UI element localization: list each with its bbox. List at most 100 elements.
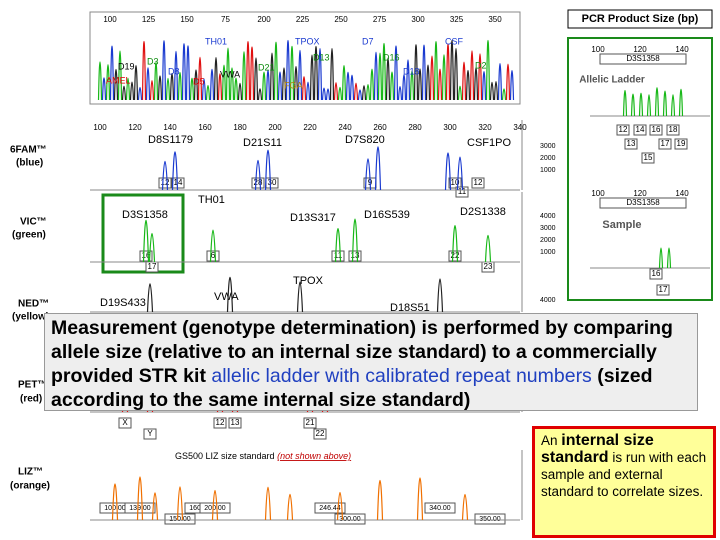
size-axis-label: 100 xyxy=(93,123,107,132)
allele-box xyxy=(666,124,680,136)
peak xyxy=(381,43,387,101)
size-axis-label: 160 xyxy=(198,123,212,132)
callout: Measurement (genotype determination) is … xyxy=(44,313,698,411)
allele-box xyxy=(448,250,462,262)
peak xyxy=(169,73,175,101)
peak xyxy=(141,41,147,101)
size-axis-label: 280 xyxy=(408,123,422,132)
allele: 16 xyxy=(142,251,151,260)
locus: CSF xyxy=(445,36,464,46)
peak xyxy=(213,57,219,101)
peak xyxy=(465,70,471,101)
dye-color: (red) xyxy=(20,394,42,405)
locus: D13 xyxy=(313,52,330,62)
ladder-label: Allelic Ladder xyxy=(579,75,645,86)
peak xyxy=(484,235,492,263)
allele: 12 xyxy=(161,178,170,187)
peak xyxy=(646,94,652,117)
allele-box xyxy=(313,428,327,440)
size-box xyxy=(334,513,366,525)
allele: 22 xyxy=(316,429,325,438)
marker: D2S1338 xyxy=(460,206,506,218)
allele: 19 xyxy=(677,139,686,148)
ladder-frame xyxy=(567,37,713,301)
peak xyxy=(456,156,464,191)
peak xyxy=(113,68,119,101)
size-axis-label: 320 xyxy=(478,123,492,132)
axis-label: 275 xyxy=(373,15,387,24)
allele: 14 xyxy=(174,178,183,187)
locus: FGA xyxy=(284,80,303,90)
size-label: 200.00 xyxy=(204,505,226,512)
size-box xyxy=(474,513,506,525)
peak xyxy=(416,477,424,521)
peak xyxy=(221,64,227,101)
peak xyxy=(151,492,159,521)
dye-name: NED™ xyxy=(18,299,49,310)
scale-label: 1000 xyxy=(540,249,556,256)
note-text: is run with each sample and external sta… xyxy=(541,450,707,499)
note-text: An xyxy=(541,433,558,448)
allele: 11 xyxy=(458,187,467,196)
size-axis-label: 220 xyxy=(303,123,317,132)
peak xyxy=(321,87,327,101)
marker: D18S51 xyxy=(390,302,430,314)
highlight-box xyxy=(101,193,185,274)
peak xyxy=(351,218,359,263)
peak xyxy=(444,152,452,191)
peak xyxy=(461,494,469,521)
axis-label: 75 xyxy=(221,15,230,24)
peak xyxy=(136,476,144,521)
peak xyxy=(237,82,243,101)
marker: D8S1179 xyxy=(148,134,193,146)
size-axis-label: 200 xyxy=(268,123,282,132)
scale-label: 3000 xyxy=(540,143,556,150)
peak xyxy=(364,158,372,191)
peak xyxy=(317,47,323,101)
allele: 12 xyxy=(216,418,225,427)
allele: Y xyxy=(147,429,153,438)
locus: AMEL xyxy=(106,75,131,85)
peak xyxy=(253,57,259,101)
peak xyxy=(453,47,459,101)
peak xyxy=(449,40,455,101)
allele: 17 xyxy=(148,262,157,271)
locus: D8 xyxy=(168,66,180,76)
peak xyxy=(101,77,107,101)
size-axis-label: 300 xyxy=(443,123,457,132)
peak xyxy=(277,71,283,101)
locus: D19 xyxy=(118,61,135,71)
peak xyxy=(105,64,111,101)
peak xyxy=(333,82,339,101)
peak xyxy=(385,57,391,101)
peak xyxy=(369,68,375,101)
allele: 11 xyxy=(334,251,343,260)
size-box xyxy=(314,502,346,514)
marker: D3S1358 xyxy=(122,209,168,221)
peak xyxy=(241,51,247,101)
peak xyxy=(357,89,363,101)
callout-text: Measurement (genotype determination) is … xyxy=(51,317,673,387)
size-label: 150.00 xyxy=(169,516,191,523)
peak xyxy=(125,77,131,101)
peak xyxy=(301,76,307,101)
peak xyxy=(374,146,382,191)
peak xyxy=(297,49,303,101)
peak xyxy=(489,81,495,101)
locus: TH01 xyxy=(205,36,227,46)
peak xyxy=(97,61,103,101)
allele: 14 xyxy=(636,125,645,134)
peak xyxy=(405,59,411,101)
axis-label: 100 xyxy=(103,15,117,24)
marker: TPOX xyxy=(293,275,324,287)
peak xyxy=(285,40,291,101)
axis-label: 100 xyxy=(591,189,605,198)
peak xyxy=(337,86,343,101)
allele: 12 xyxy=(619,125,628,134)
peak xyxy=(413,44,419,101)
peak xyxy=(477,53,483,101)
allele-box xyxy=(348,250,362,262)
axis-label: 120 xyxy=(633,189,647,198)
marker: D7S820 xyxy=(345,134,385,146)
peak xyxy=(296,281,304,313)
